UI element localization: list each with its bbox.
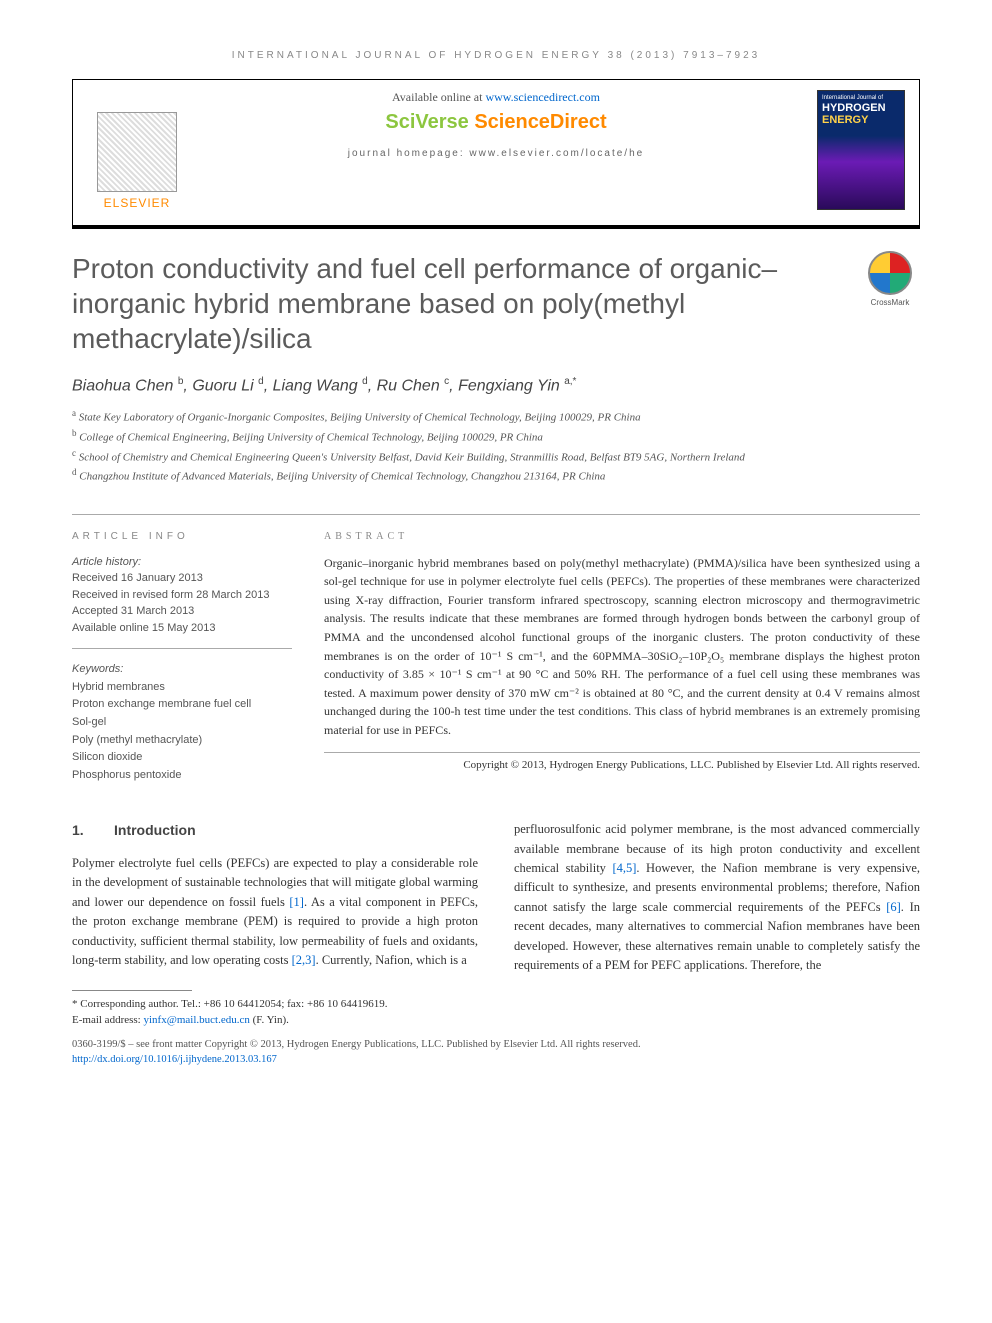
journal-header-box: ELSEVIER International Journal of HYDROG…	[72, 79, 920, 229]
section-heading-intro: 1.Introduction	[72, 820, 478, 842]
affiliation-line: a State Key Laboratory of Organic-Inorga…	[72, 407, 920, 427]
keyword-item: Hybrid membranes	[72, 679, 292, 697]
authors-list: Biaohua Chen b, Guoru Li d, Liang Wang d…	[72, 376, 920, 395]
journal-cover-thumbnail: International Journal of HYDROGEN ENERGY	[817, 90, 905, 210]
history-received: Received 16 January 2013	[72, 570, 292, 587]
crossmark-label: CrossMark	[871, 298, 910, 307]
keywords-label: Keywords:	[72, 661, 292, 679]
intro-paragraph-col2: perfluorosulfonic acid polymer membrane,…	[514, 820, 920, 975]
article-title: Proton conductivity and fuel cell perfor…	[72, 251, 840, 356]
doi-link[interactable]: http://dx.doi.org/10.1016/j.ijhydene.201…	[72, 1054, 277, 1065]
history-label: Article history:	[72, 554, 292, 571]
crossmark-icon	[868, 251, 912, 295]
article-history: Article history: Received 16 January 201…	[72, 554, 292, 650]
sciencedirect-link[interactable]: www.sciencedirect.com	[485, 90, 600, 104]
affiliations: a State Key Laboratory of Organic-Inorga…	[72, 407, 920, 485]
body-two-column: 1.Introduction Polymer electrolyte fuel …	[72, 820, 920, 1028]
affiliation-line: c School of Chemistry and Chemical Engin…	[72, 447, 920, 467]
affiliation-line: b College of Chemical Engineering, Beiji…	[72, 427, 920, 447]
cover-line-2: HYDROGEN	[822, 102, 900, 114]
sciverse-text: SciVerse	[385, 111, 474, 133]
available-online: Available online at www.sciencedirect.co…	[87, 90, 905, 105]
elsevier-logo: ELSEVIER	[87, 90, 187, 210]
email-suffix: (F. Yin).	[250, 1014, 289, 1026]
affiliation-line: d Changzhou Institute of Advanced Materi…	[72, 466, 920, 486]
keyword-item: Proton exchange membrane fuel cell	[72, 696, 292, 714]
citation-link[interactable]: [4,5]	[612, 861, 636, 875]
citation-link[interactable]: [6]	[886, 900, 901, 914]
abstract-text: Organic–inorganic hybrid membranes based…	[324, 554, 920, 753]
section-number: 1.	[72, 820, 114, 842]
copyright-line: Copyright © 2013, Hydrogen Energy Public…	[324, 759, 920, 771]
available-prefix: Available online at	[392, 90, 485, 104]
footnote-rule	[72, 990, 192, 991]
history-revised: Received in revised form 28 March 2013	[72, 587, 292, 604]
front-matter-line: 0360-3199/$ – see front matter Copyright…	[72, 1038, 920, 1067]
keyword-item: Poly (methyl methacrylate)	[72, 732, 292, 750]
email-label: E-mail address:	[72, 1014, 143, 1026]
citation-link[interactable]: [1]	[289, 895, 304, 909]
running-header: INTERNATIONAL JOURNAL OF HYDROGEN ENERGY…	[72, 50, 920, 61]
intro-paragraph-col1: Polymer electrolyte fuel cells (PEFCs) a…	[72, 854, 478, 970]
keyword-item: Phosphorus pentoxide	[72, 767, 292, 785]
history-online: Available online 15 May 2013	[72, 620, 292, 637]
elsevier-tree-icon	[97, 112, 177, 192]
section-title: Introduction	[114, 822, 196, 838]
article-info-heading: ARTICLE INFO	[72, 531, 292, 542]
keyword-item: Silicon dioxide	[72, 749, 292, 767]
keyword-item: Sol-gel	[72, 714, 292, 732]
cover-line-1: International Journal of	[822, 95, 900, 102]
keywords-block: Keywords: Hybrid membranesProton exchang…	[72, 661, 292, 784]
sciverse-sciencedirect-logo: SciVerse ScienceDirect	[87, 111, 905, 134]
citation-link[interactable]: [2,3]	[292, 953, 316, 967]
journal-homepage: journal homepage: www.elsevier.com/locat…	[87, 148, 905, 159]
cover-line-3: ENERGY	[822, 114, 900, 126]
sciencedirect-text: ScienceDirect	[474, 111, 606, 133]
corresponding-author: * Corresponding author. Tel.: +86 10 644…	[72, 997, 478, 1012]
issn-copyright: 0360-3199/$ – see front matter Copyright…	[72, 1038, 920, 1053]
footnotes: * Corresponding author. Tel.: +86 10 644…	[72, 997, 478, 1028]
crossmark-badge[interactable]: CrossMark	[860, 251, 920, 307]
elsevier-label: ELSEVIER	[104, 196, 171, 210]
email-link[interactable]: yinfx@mail.buct.edu.cn	[143, 1014, 249, 1026]
history-accepted: Accepted 31 March 2013	[72, 603, 292, 620]
abstract-heading: ABSTRACT	[324, 531, 920, 542]
